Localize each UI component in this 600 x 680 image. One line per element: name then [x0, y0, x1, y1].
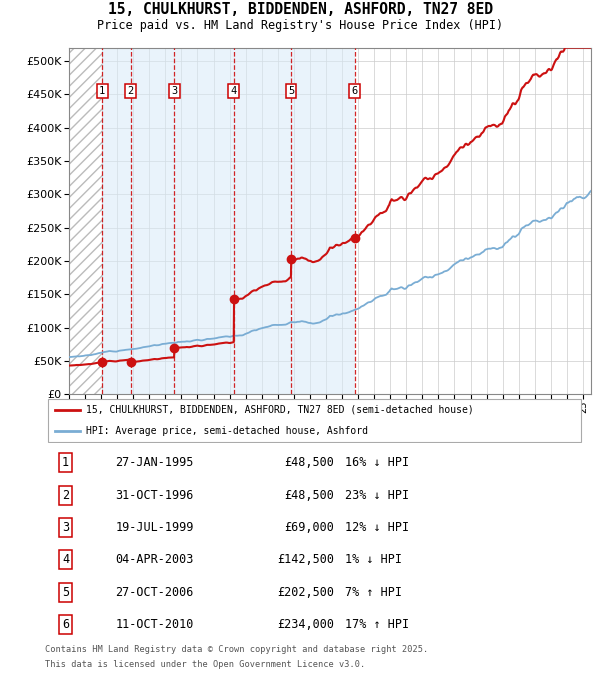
- Text: £202,500: £202,500: [277, 585, 334, 598]
- Text: 31-OCT-1996: 31-OCT-1996: [115, 489, 194, 502]
- Text: 6: 6: [352, 86, 358, 96]
- Text: 4: 4: [62, 554, 69, 566]
- Text: 2: 2: [127, 86, 134, 96]
- Text: 1% ↓ HPI: 1% ↓ HPI: [345, 554, 402, 566]
- Text: 19-JUL-1999: 19-JUL-1999: [115, 521, 194, 534]
- Text: 5: 5: [62, 585, 69, 598]
- Text: 27-OCT-2006: 27-OCT-2006: [115, 585, 194, 598]
- Text: 23% ↓ HPI: 23% ↓ HPI: [345, 489, 409, 502]
- Text: 27-JAN-1995: 27-JAN-1995: [115, 456, 194, 469]
- Bar: [291, 48, 355, 394]
- Text: 4: 4: [230, 86, 237, 96]
- Bar: [69, 48, 102, 394]
- Bar: [234, 48, 291, 394]
- Text: Contains HM Land Registry data © Crown copyright and database right 2025.: Contains HM Land Registry data © Crown c…: [45, 645, 428, 653]
- Text: 1: 1: [62, 456, 69, 469]
- Text: £48,500: £48,500: [284, 456, 334, 469]
- Text: 15, CHULKHURST, BIDDENDEN, ASHFORD, TN27 8ED (semi-detached house): 15, CHULKHURST, BIDDENDEN, ASHFORD, TN27…: [86, 405, 473, 415]
- Text: £69,000: £69,000: [284, 521, 334, 534]
- Text: 3: 3: [62, 521, 69, 534]
- Text: 2: 2: [62, 489, 69, 502]
- Text: 16% ↓ HPI: 16% ↓ HPI: [345, 456, 409, 469]
- Bar: [174, 48, 234, 394]
- Text: 17% ↑ HPI: 17% ↑ HPI: [345, 618, 409, 631]
- Text: HPI: Average price, semi-detached house, Ashford: HPI: Average price, semi-detached house,…: [86, 426, 367, 436]
- Text: 7% ↑ HPI: 7% ↑ HPI: [345, 585, 402, 598]
- FancyBboxPatch shape: [48, 399, 581, 441]
- Text: 6: 6: [62, 618, 69, 631]
- Text: 11-OCT-2010: 11-OCT-2010: [115, 618, 194, 631]
- Text: £142,500: £142,500: [277, 554, 334, 566]
- Text: £234,000: £234,000: [277, 618, 334, 631]
- Bar: [131, 48, 174, 394]
- Text: £48,500: £48,500: [284, 489, 334, 502]
- Text: 5: 5: [288, 86, 294, 96]
- Bar: [102, 48, 131, 394]
- Text: Price paid vs. HM Land Registry's House Price Index (HPI): Price paid vs. HM Land Registry's House …: [97, 19, 503, 32]
- Text: 04-APR-2003: 04-APR-2003: [115, 554, 194, 566]
- Text: 1: 1: [99, 86, 106, 96]
- Text: 12% ↓ HPI: 12% ↓ HPI: [345, 521, 409, 534]
- Text: 3: 3: [171, 86, 178, 96]
- Text: This data is licensed under the Open Government Licence v3.0.: This data is licensed under the Open Gov…: [45, 660, 365, 668]
- Text: 15, CHULKHURST, BIDDENDEN, ASHFORD, TN27 8ED: 15, CHULKHURST, BIDDENDEN, ASHFORD, TN27…: [107, 2, 493, 17]
